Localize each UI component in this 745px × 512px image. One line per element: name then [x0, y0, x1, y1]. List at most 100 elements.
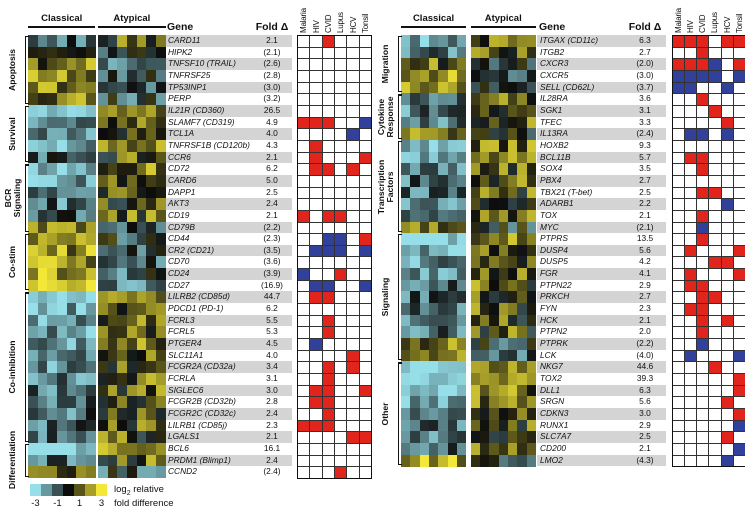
heatmap-cell: [28, 209, 38, 222]
heatmap-cell: [517, 81, 527, 94]
heatmap-cell: [517, 338, 527, 351]
heatmap-cell: [498, 349, 509, 362]
heatmap-cell: [56, 174, 67, 187]
heatmap-cell: [136, 198, 147, 211]
heatmap-cell: [507, 69, 518, 82]
gene-label: ADARB1: [540, 198, 574, 209]
heatmap-cell: [85, 466, 96, 479]
heatmap-cell: [66, 93, 77, 106]
fold-value: 4.2: [639, 256, 651, 267]
heatmap-cell: [438, 373, 448, 386]
heatmap-cell: [428, 454, 439, 467]
heatmap-cell: [428, 314, 439, 327]
heatmap-cell: [117, 466, 128, 479]
heatmap-cell: [498, 396, 509, 409]
fold-value: 9.3: [639, 139, 651, 150]
heatmap-cell: [507, 116, 518, 129]
heatmap-cell: [76, 186, 87, 199]
heatmap-cell: [56, 35, 67, 47]
legend-tick-label: 1: [76, 498, 83, 509]
heatmap-cell: [470, 338, 481, 351]
heatmap-cell: [117, 419, 128, 432]
fold-value: 2.5: [266, 186, 278, 197]
heatmap-cell: [127, 104, 137, 117]
heatmap-cell: [76, 198, 87, 211]
gene-label: HCK: [540, 314, 558, 325]
heatmap-cell: [456, 442, 467, 455]
heatmap-cell: [410, 279, 420, 292]
heatmap-cell: [66, 256, 77, 269]
disease-cell: [720, 454, 734, 468]
heatmap-cell: [470, 128, 481, 141]
gene-label: PDCD1 (PD-1): [168, 303, 224, 314]
heatmap-cell: [507, 128, 518, 141]
heatmap-cell: [419, 151, 430, 164]
heatmap-cell: [419, 303, 430, 316]
heatmap-cell: [456, 186, 467, 199]
category-bracket-cap: [24, 443, 29, 446]
heatmap-cell: [526, 326, 537, 339]
heatmap-cell: [470, 454, 481, 467]
heatmap-cell: [480, 69, 490, 82]
heatmap-cell: [456, 361, 467, 374]
heatmap-cell: [401, 128, 411, 141]
heatmap-cell: [85, 198, 96, 211]
heatmap-cell: [47, 454, 58, 467]
heatmap-cell: [419, 279, 430, 292]
heatmap-cell: [419, 46, 430, 59]
heatmap-cell: [37, 163, 48, 176]
row-stripe: [537, 35, 666, 47]
heatmap-cell: [456, 431, 467, 444]
heatmap-cell: [117, 279, 128, 292]
heatmap-cell: [419, 93, 430, 106]
heatmap-cell: [85, 279, 96, 292]
heatmap-cell: [117, 384, 128, 397]
heatmap-cell: [117, 174, 128, 187]
heatmap-cell: [438, 349, 448, 362]
row-stripe: [537, 81, 666, 94]
heatmap-cell: [98, 174, 109, 187]
heatmap-cell: [85, 139, 96, 152]
heatmap-cell: [410, 116, 420, 129]
heatmap-cell: [117, 431, 128, 444]
gene-label: ITGAX (CD11c): [540, 35, 599, 45]
heatmap-cell: [507, 198, 518, 211]
heatmap-cell: [127, 408, 137, 421]
heatmap-cell: [401, 139, 411, 152]
heatmap-cell: [489, 279, 499, 292]
heatmap-cell: [85, 186, 96, 199]
heatmap-cell: [146, 174, 157, 187]
heatmap-cell: [489, 244, 499, 257]
heatmap-cell: [489, 198, 499, 211]
gene-label: FCGR2C (CD32c): [168, 408, 236, 419]
heatmap-cell: [47, 396, 58, 409]
heatmap-cell: [47, 373, 58, 386]
disease-column-label-hcv: HCV: [348, 16, 358, 33]
heatmap-cell: [470, 35, 481, 47]
legend-tick-label: -3: [31, 498, 40, 509]
heatmap-cell: [76, 373, 87, 386]
heatmap-cell: [419, 268, 430, 281]
heatmap-cell: [419, 81, 430, 94]
heatmap-cell: [146, 314, 157, 327]
heatmap-cell: [517, 373, 527, 386]
category-label-box: Co-stim: [2, 234, 24, 290]
heatmap-cell: [447, 69, 458, 82]
heatmap-cell: [438, 408, 448, 421]
heatmap-cell: [37, 93, 48, 106]
heatmap-cell: [76, 104, 87, 117]
heatmap-cell: [517, 58, 527, 71]
category-bracket-cap: [24, 440, 29, 442]
heatmap-cell: [117, 303, 128, 316]
heatmap-cell: [76, 419, 87, 432]
heatmap-cell: [76, 174, 87, 187]
heatmap-cell: [438, 81, 448, 94]
heatmap-cell: [498, 151, 509, 164]
disease-column-label-hcv: HCV: [722, 16, 732, 33]
heatmap-cell: [438, 314, 448, 327]
heatmap-cell: [76, 93, 87, 106]
heatmap-cell: [28, 454, 38, 467]
heatmap-cell: [489, 128, 499, 141]
heatmap-cell: [28, 233, 38, 246]
heatmap-cell: [76, 233, 87, 246]
